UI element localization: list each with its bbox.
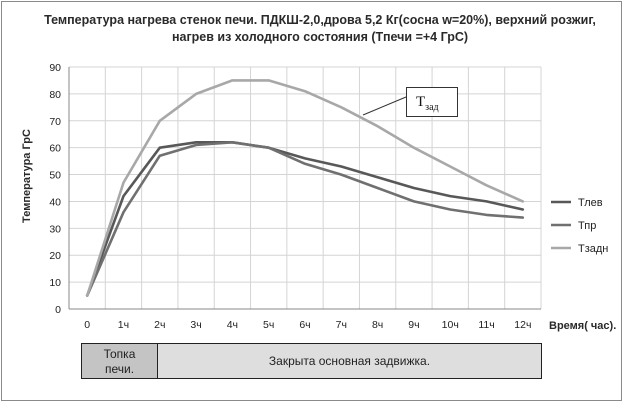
y-tick-label: 10 [49, 277, 61, 289]
annotation-main: Т [416, 94, 426, 110]
legend-label: Тлев [578, 197, 603, 209]
x-tick-label: 4ч [227, 319, 238, 331]
x-tick-label: 8ч [372, 319, 383, 331]
y-axis-title: Температура ГрС [21, 129, 33, 223]
x-tick-label: 5ч [263, 319, 274, 331]
legend-label: Тзадн [578, 243, 608, 255]
legend: Тлев Тпр Тзадн [551, 197, 608, 255]
timeline-firing-line1: Топка [103, 347, 136, 361]
y-tick-label: 0 [55, 304, 61, 316]
series-line [85, 141, 525, 297]
y-tick-label: 90 [49, 62, 61, 74]
x-tick-label: 9ч [408, 319, 419, 331]
x-tick-label: 0 [84, 319, 90, 331]
y-tick-label: 80 [49, 89, 61, 101]
x-tick-label: 11ч [478, 319, 494, 331]
timeline-firing-line2: печи. [104, 362, 135, 376]
x-tick-label: 2ч [154, 319, 165, 331]
chart-grid [68, 66, 542, 310]
x-tick-label: 1ч [118, 319, 129, 331]
series-line [85, 79, 525, 297]
legend-label: Тпр [578, 220, 596, 232]
y-tick-label: 40 [49, 196, 61, 208]
x-tick-label: 7ч [336, 319, 347, 331]
x-tick-label: 6ч [299, 319, 310, 331]
chart-title: Температура нагрева стенок печи. ПДКШ-2,… [44, 13, 596, 44]
x-tick-label: 10ч [442, 319, 459, 331]
x-tick-label: 3ч [190, 319, 201, 331]
x-axis-ticks: 0 1ч 2ч 3ч 4ч 5ч 6ч 7ч 8ч 9ч 10ч 11ч 12ч [84, 319, 531, 331]
y-tick-label: 30 [49, 223, 61, 235]
x-tick-label: 12ч [514, 319, 531, 331]
y-tick-label: 50 [49, 170, 61, 182]
series-lines [85, 79, 525, 297]
y-tick-label: 20 [49, 250, 61, 262]
annotation-leader [362, 96, 407, 116]
x-axis-title: Время( час). [549, 320, 616, 332]
y-tick-label: 60 [49, 143, 61, 155]
timeline-firing-segment: Топка печи. [81, 343, 158, 379]
y-tick-label: 70 [49, 116, 61, 128]
annotation-label: Тзад [406, 87, 458, 117]
timeline-closed-segment: Закрыта основная задвижка. [158, 343, 542, 379]
series-line [85, 141, 525, 297]
annotation-sub: зад [425, 102, 439, 113]
y-axis-ticks: 0 10 20 30 40 50 60 70 80 90 [49, 62, 61, 316]
